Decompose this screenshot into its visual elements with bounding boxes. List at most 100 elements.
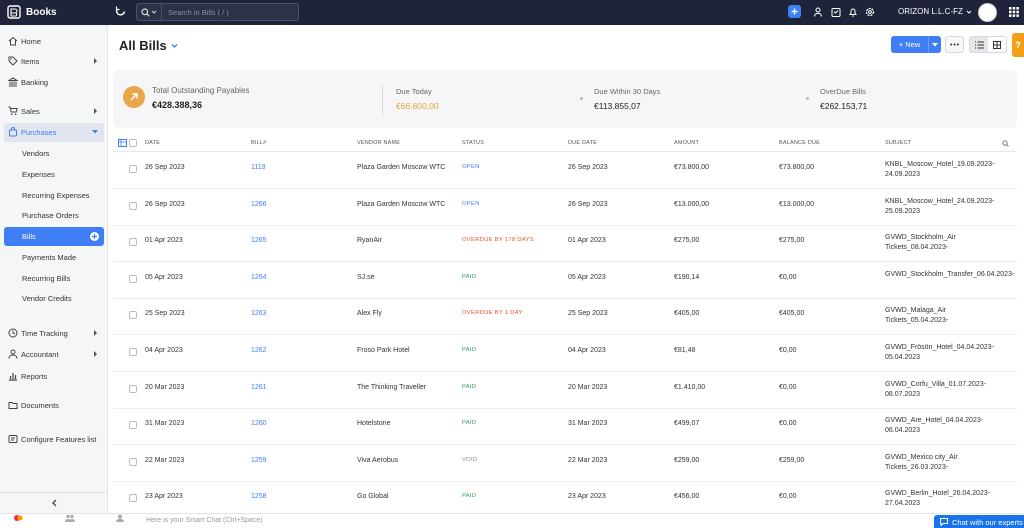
add-bill-button[interactable] [90, 232, 99, 241]
cell-due-date: 31 Mar 2023 [568, 420, 608, 428]
table-row[interactable]: 01 Apr 2023 1265 RyanAir OVERDUE BY 178 DAY… [113, 226, 1017, 263]
table-row[interactable]: 31 Mar 2023 1260 Hotelstone PAID 31 Mar 2023… [113, 409, 1017, 446]
new-button-main[interactable]: + New [898, 40, 921, 49]
folder-icon [8, 402, 18, 409]
status-badge: OPEN [462, 164, 480, 170]
cell-subject: KNBL_Moscow_Hotel_19.09.2023-24.09.2023 [885, 161, 995, 178]
sidebar-item-configure-features[interactable]: Configure Features list [4, 430, 104, 449]
row-checkbox[interactable] [129, 421, 137, 430]
header-vendor[interactable]: VENDOR NAME [357, 140, 401, 146]
list-view-button[interactable] [970, 37, 988, 52]
refresh-icon[interactable] [114, 5, 127, 18]
sidebar-item-documents[interactable]: Documents [4, 396, 104, 415]
apps-grid-icon[interactable] [1009, 7, 1019, 17]
table-row[interactable]: 20 Mar 2023 1261 The Thinking Traveller PAI… [113, 373, 1017, 409]
search-input[interactable] [162, 4, 298, 20]
table-row[interactable]: 26 Sep 2023 1266 Plaza Garden Moscow WTC OP… [113, 190, 1017, 226]
cell-amount: €456,00 [674, 493, 700, 501]
sidebar-item-recurring-expenses[interactable]: Recurring Expenses [22, 191, 90, 200]
cell-vendor: Froso Park Hotel [357, 347, 410, 354]
row-checkbox[interactable] [129, 201, 137, 210]
column-chooser-icon[interactable] [118, 139, 127, 147]
header-status[interactable]: STATUS [462, 140, 485, 146]
header-bill[interactable]: BILL# [251, 140, 267, 146]
search-icon[interactable] [1002, 140, 1009, 147]
sidebar-item-bills[interactable]: Bills [4, 227, 104, 246]
header-subject[interactable]: SUBJECT [885, 140, 912, 146]
header-date[interactable]: DATE [145, 140, 161, 146]
sidebar-item-time-tracking[interactable]: Time Tracking [4, 324, 104, 343]
sidebar-item-vendor-credits[interactable]: Vendor Credits [22, 294, 72, 303]
row-checkbox[interactable] [129, 165, 137, 173]
new-bill-button[interactable]: + New [891, 36, 941, 53]
separator-dot [580, 97, 583, 100]
table-row[interactable]: 05 Apr 2023 1264 SJ.se PAID 05 Apr 2023 €190,… [113, 263, 1017, 299]
sidebar-item-sales[interactable]: Sales [4, 102, 104, 121]
cell-bill-number[interactable]: 1261 [251, 383, 267, 391]
cell-bill-number[interactable]: 1264 [251, 273, 267, 281]
help-button[interactable]: ? [1012, 33, 1024, 57]
row-checkbox[interactable] [129, 384, 137, 393]
chevron-down-icon [92, 130, 98, 134]
cell-bill-number[interactable]: 1119 [251, 164, 266, 171]
sidebar-item-accountant[interactable]: Accountant [4, 345, 104, 364]
cell-date: 31 Mar 2023 [145, 420, 185, 428]
cell-bill-number[interactable]: 1260 [251, 420, 267, 428]
users-icon[interactable] [814, 7, 824, 17]
org-switcher[interactable]: ORIZON L.L.C-FZ [898, 7, 972, 16]
row-checkbox[interactable] [129, 274, 137, 283]
due-today: Due Today €66.800,00 [396, 87, 439, 111]
page-title[interactable]: All Bills [119, 38, 178, 53]
select-all-checkbox[interactable] [129, 139, 137, 147]
bell-icon[interactable] [848, 7, 858, 17]
chat-with-experts-button[interactable]: Chat with our experts [934, 515, 1024, 528]
cell-bill-number[interactable]: 1259 [251, 456, 267, 464]
cell-bill-number[interactable]: 1258 [251, 493, 267, 501]
table-row[interactable]: 26 Sep 2023 1119 Plaza Garden Moscow WTC OP… [113, 153, 1017, 189]
row-checkbox[interactable] [129, 311, 137, 320]
sidebar-item-purchases[interactable]: Purchases [4, 123, 104, 142]
sidebar-item-items[interactable]: Items [4, 52, 104, 71]
row-checkbox[interactable] [129, 238, 137, 247]
table-row[interactable]: 25 Sep 2023 1263 Alex Fly OVERDUE BY 1 DAY 2… [113, 299, 1017, 336]
cell-bill-number[interactable]: 1265 [251, 237, 267, 245]
sidebar-item-home[interactable]: Home [4, 32, 104, 51]
table-row[interactable]: 04 Apr 2023 1262 Froso Park Hotel PAID 04 Ap… [113, 336, 1017, 372]
cell-bill-number[interactable]: 1262 [251, 347, 267, 354]
sidebar-item-reports[interactable]: Reports [4, 367, 104, 386]
cell-subject: GVWD_Berlin_Hotel_26.04.2023-27.04.2023 [885, 490, 991, 508]
row-checkbox[interactable] [129, 457, 137, 466]
cell-bill-number[interactable]: 1266 [251, 200, 267, 208]
header-amount[interactable]: AMOUNT [674, 140, 700, 146]
sidebar-item-recurring-bills[interactable]: Recurring Bills [22, 274, 71, 283]
avatar[interactable] [978, 3, 997, 22]
quick-create-button[interactable] [788, 5, 801, 18]
calendar-icon[interactable] [831, 7, 841, 17]
brand[interactable]: Books [7, 5, 57, 19]
cell-due-date: 23 Apr 2023 [568, 493, 606, 501]
grid-view-button[interactable] [988, 37, 1006, 52]
header-balance[interactable]: BALANCE DUE [779, 140, 821, 146]
table-row[interactable]: 22 Mar 2023 1259 Viva Aerobus VOID 22 Mar 20… [113, 446, 1017, 482]
sidebar-item-payments-made[interactable]: Payments Made [22, 253, 77, 262]
smart-chat-tab[interactable] [0, 514, 36, 528]
gear-icon[interactable] [865, 7, 875, 17]
table-header: DATE BILL# VENDOR NAME STATUS DUE DATE A… [113, 136, 1017, 152]
view-switcher [969, 36, 1007, 53]
sidebar-item-expenses[interactable]: Expenses [22, 170, 55, 179]
sidebar-item-purchase-orders[interactable]: Purchase Orders [22, 211, 79, 220]
smart-chat-input[interactable]: Here is your Smart Chat (Ctrl+Space) [146, 517, 263, 524]
collapse-sidebar-button[interactable] [0, 492, 108, 513]
cell-bill-number[interactable]: 1263 [251, 310, 267, 318]
cell-due-date: 01 Apr 2023 [568, 237, 606, 245]
row-checkbox[interactable] [129, 494, 137, 503]
more-options-button[interactable] [945, 36, 964, 53]
search-scope-dropdown[interactable] [137, 4, 162, 20]
channels-tab[interactable] [52, 514, 88, 528]
new-button-dropdown[interactable] [928, 36, 941, 53]
contacts-tab[interactable] [102, 514, 138, 528]
header-due-date[interactable]: DUE DATE [568, 140, 598, 146]
row-checkbox[interactable] [129, 348, 137, 356]
sidebar-item-vendors[interactable]: Vendors [22, 149, 50, 158]
sidebar-item-banking[interactable]: Banking [4, 73, 104, 92]
